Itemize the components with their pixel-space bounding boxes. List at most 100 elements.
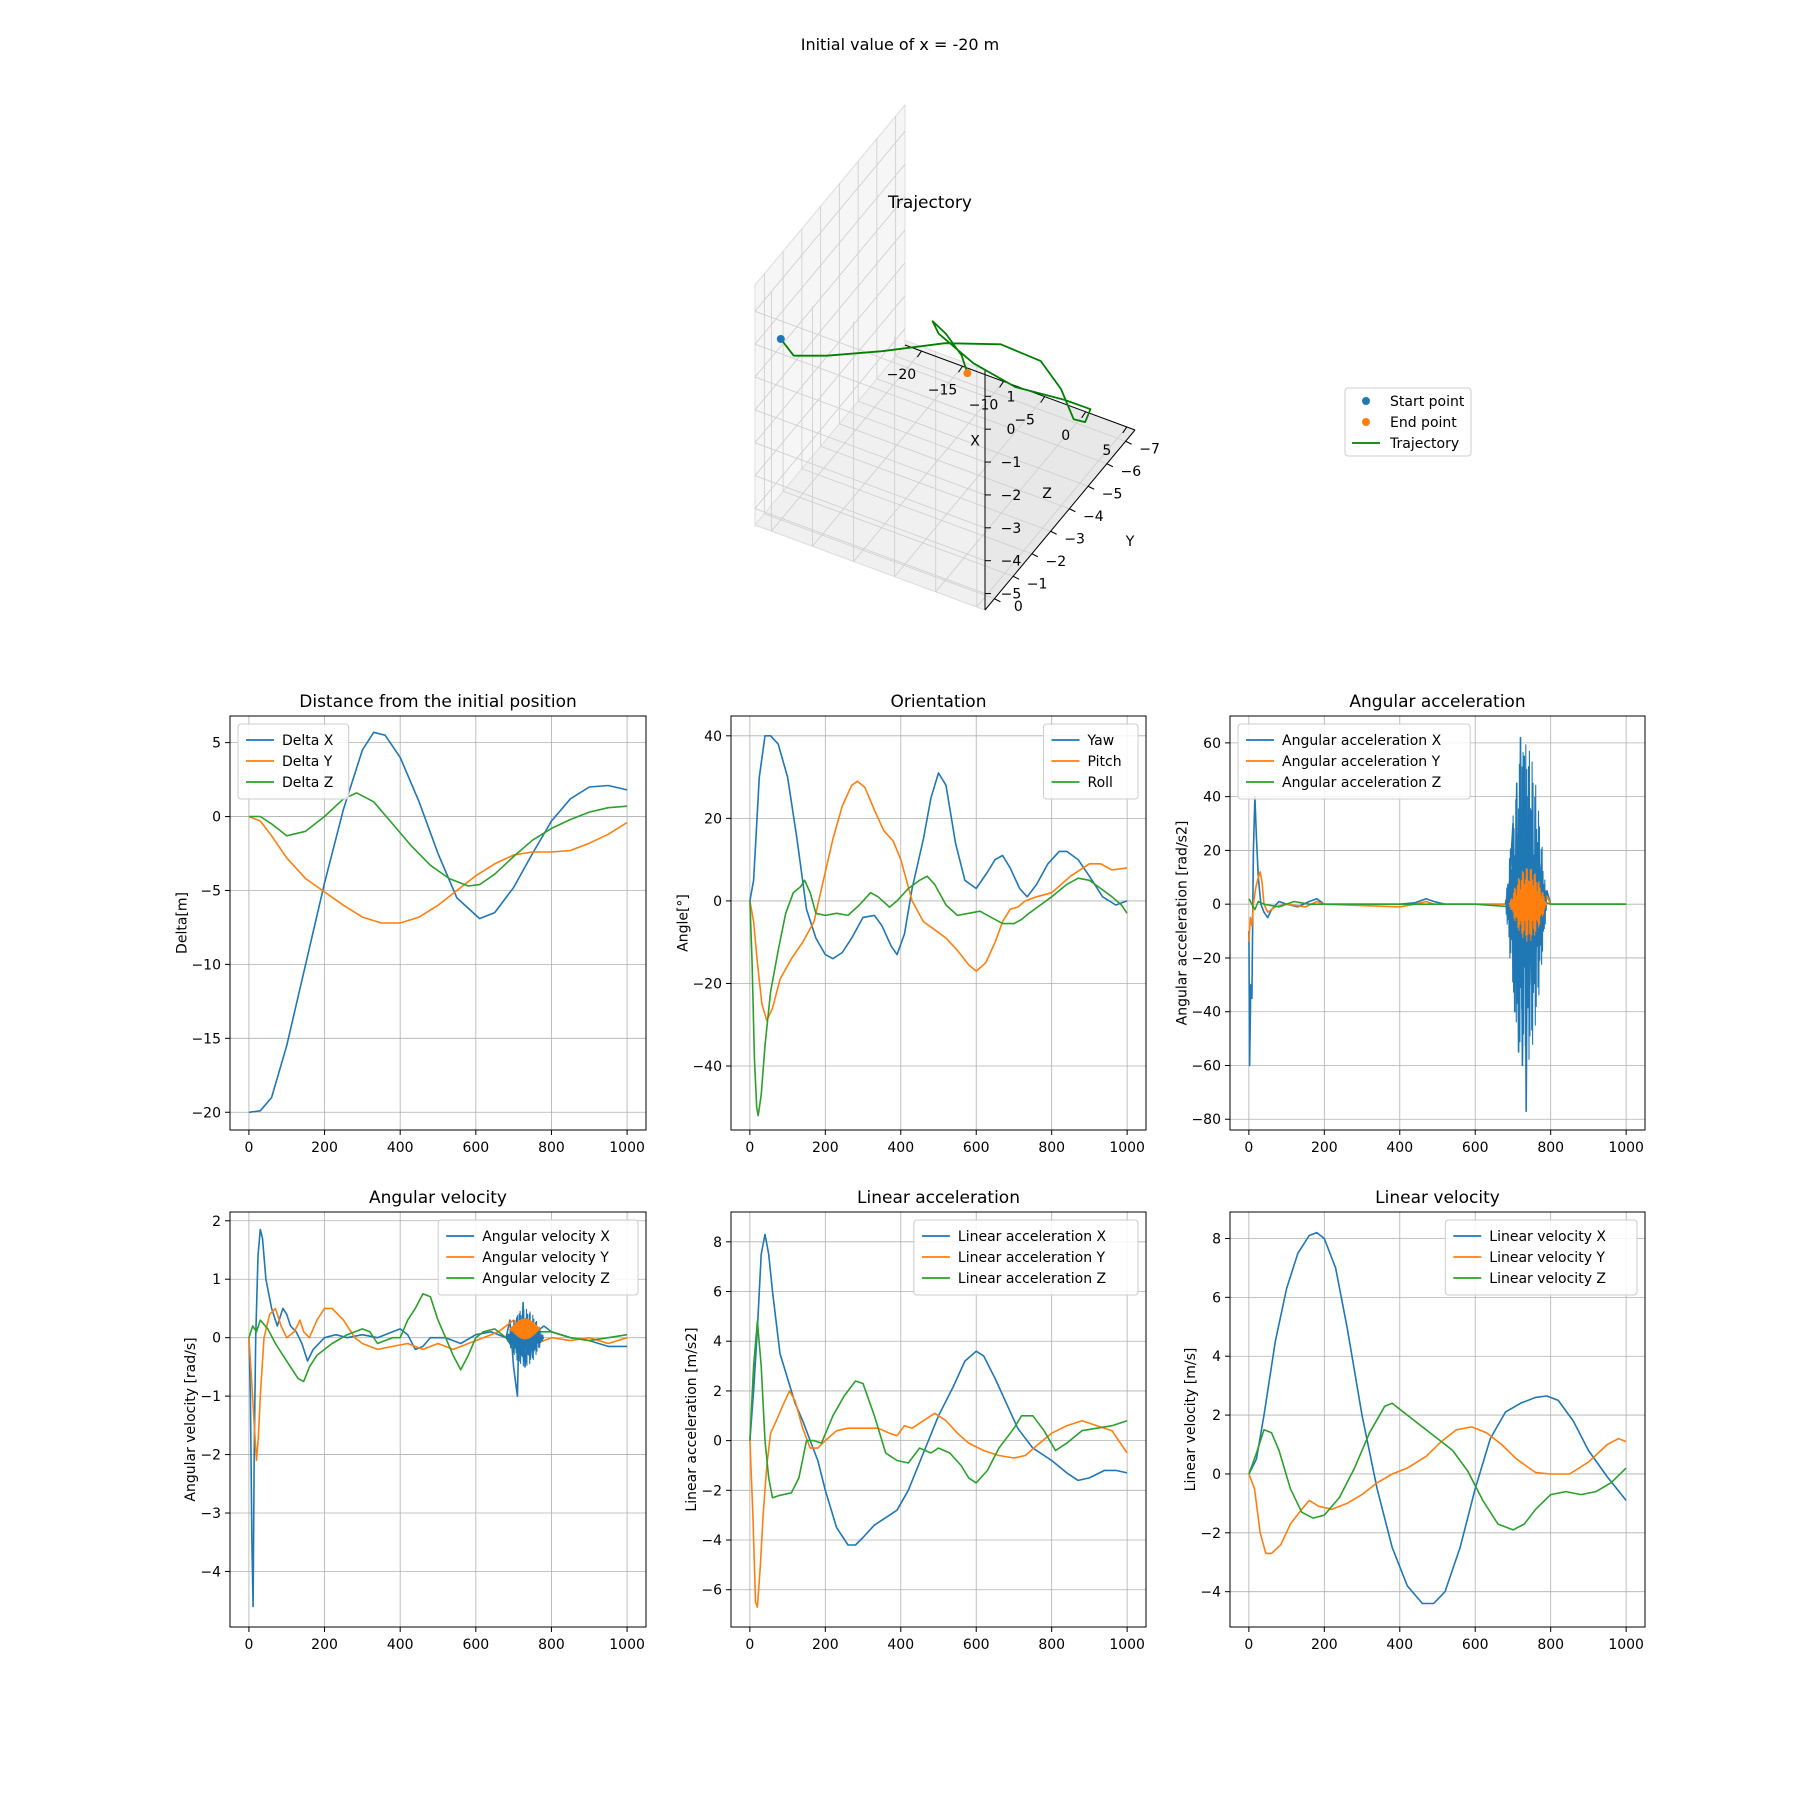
legend: Yaw Pitch Roll [1043, 723, 1139, 800]
y-tick-label: 20 [1203, 843, 1221, 859]
chart-title: Linear velocity [1375, 1188, 1500, 1208]
legend-label-1: Start point [1390, 394, 1465, 410]
y-tick-label: −15 [191, 1031, 221, 1047]
axes-frame [730, 1211, 1147, 1628]
chart-title: Angular velocity [369, 1188, 507, 1208]
z-tick-label: −5 [1001, 587, 1022, 603]
grid-back-z [754, 442, 986, 529]
y-tick-label: −20 [1191, 951, 1221, 967]
grid-back-z [754, 475, 986, 562]
legend-box [1444, 1219, 1638, 1296]
legend-label-1: Angular velocity X [482, 1229, 610, 1245]
legend-label-2: Linear velocity Y [1489, 1250, 1605, 1266]
x-tick-label: −15 [928, 382, 958, 398]
y-tick-label: −40 [1191, 1005, 1221, 1021]
x-tick-label: −5 [1014, 413, 1035, 429]
y-tick-mark [1087, 485, 1095, 490]
y-tick-label: −1 [200, 1389, 221, 1405]
x-tick-label: 800 [538, 1140, 565, 1156]
y-tick-label: 0 [212, 810, 221, 826]
x-tick-label: 200 [812, 1637, 839, 1653]
legend-label-1: Linear velocity X [1489, 1229, 1606, 1245]
series-group [1248, 736, 1627, 1112]
grid-floor-x [771, 350, 922, 532]
series-line-1 [248, 731, 628, 1114]
y-tick-label: −80 [1191, 1112, 1221, 1128]
legend: Start point End point Trajectory [1344, 387, 1472, 457]
legend-label-3: Linear acceleration Z [958, 1271, 1106, 1287]
y-tick-label: −6 [701, 1583, 722, 1599]
axes-frame [1229, 1211, 1646, 1628]
x-tick-label: 0 [244, 1637, 253, 1653]
y-tick-label: 0 [713, 894, 722, 910]
y-tick-label: −2 [200, 1448, 221, 1464]
y-tick-label: 4 [1212, 1349, 1221, 1365]
x-tick-label: 5 [1102, 443, 1111, 459]
legend-label-1: Delta X [282, 733, 334, 749]
y-tick-label: 2 [1212, 1408, 1221, 1424]
grid-floor-x [853, 381, 1004, 562]
y-tick-label: −3 [200, 1506, 221, 1522]
legend-box [237, 723, 350, 800]
x-tick-label: 1000 [1608, 1140, 1644, 1156]
legend: Linear acceleration X Linear acceleration… [913, 1219, 1139, 1296]
legend-box [1237, 723, 1471, 800]
series-line-1 [749, 735, 1128, 960]
grid-back-z [754, 310, 986, 397]
x-tick-label: 400 [387, 1140, 414, 1156]
x-tick-mark [958, 365, 963, 373]
grid-floor-x [935, 411, 1087, 593]
legend-swatch-1 [1362, 397, 1370, 405]
x-tick-label: 200 [311, 1637, 338, 1653]
axes-frame [1229, 715, 1646, 1131]
x-tick-mark [999, 381, 1004, 388]
y-tick-label: −4 [200, 1564, 221, 1580]
y-tick-label: 8 [713, 1235, 722, 1251]
y-tick-label: 0 [1212, 897, 1221, 913]
pane-side [754, 103, 906, 527]
grid-floor-y [801, 468, 1033, 555]
y-axis-label: Angular velocity [rad/s] [183, 1337, 199, 1501]
y-tick-label: 0 [1212, 1467, 1221, 1483]
x-tick-label: 200 [311, 1140, 338, 1156]
chart-panel-2: 0 200 400 600 800 100040200−20−40OrientationA… [676, 692, 1147, 1156]
y-tick-label: −3 [1064, 531, 1085, 547]
y-tick-mark [1125, 440, 1132, 445]
y-tick-label: −5 [200, 883, 221, 899]
legend: Angular acceleration X Angular accelerati… [1237, 723, 1471, 800]
y-axis-label: Angle[°] [676, 894, 692, 952]
y-tick-label: 20 [704, 811, 722, 827]
grid-floor-x [976, 426, 1128, 608]
series-line-3 [749, 1320, 1128, 1499]
chart-title: Orientation [891, 692, 987, 712]
grid-floor-y [895, 355, 1126, 442]
y-tick-label: 60 [1203, 736, 1221, 752]
y-tick-label: −2 [1200, 1526, 1221, 1542]
z-tick-label: −3 [1001, 521, 1022, 537]
y-tick-label: 0 [713, 1434, 722, 1450]
grid-side-z [754, 196, 906, 378]
chart-title: Angular acceleration [1349, 692, 1525, 712]
grid-floor-y [876, 378, 1108, 465]
y-tick-label: 8 [1212, 1231, 1221, 1247]
grid-side-z [754, 328, 906, 509]
legend-label-2: End point [1390, 415, 1457, 431]
x-tick-label: −20 [887, 367, 917, 383]
x-tick-label: 800 [1038, 1637, 1065, 1653]
x-tick-label: 1000 [609, 1140, 645, 1156]
chart-panel-4: 0 200 400 600 800 1000 2 1 0 −1 −2 −3 −4 Angular velo… [183, 1188, 647, 1653]
legend-label-3: Delta Z [282, 775, 333, 791]
series-line-1 [1248, 1231, 1627, 1605]
figure-suptitle: Initial value of x = -20 m [801, 35, 1000, 54]
y-tick-mark [1012, 575, 1020, 580]
axes-frame [730, 715, 1147, 1131]
x-tick-label: 400 [387, 1637, 414, 1653]
z-tick-label: 0 [1007, 422, 1016, 438]
y-tick-label: 5 [212, 736, 221, 752]
series-oscillation-y [1508, 868, 1548, 942]
chart-panel-5: 0 200 400 600 800 1000 8 6 4 2 0 −2 −4 −6 Linear accel… [684, 1188, 1147, 1653]
y-axis-label: Linear velocity [m/s] [1183, 1348, 1199, 1492]
legend-label-1: Angular acceleration X [1282, 733, 1442, 749]
legend-label-3: Trajectory [1389, 436, 1459, 452]
